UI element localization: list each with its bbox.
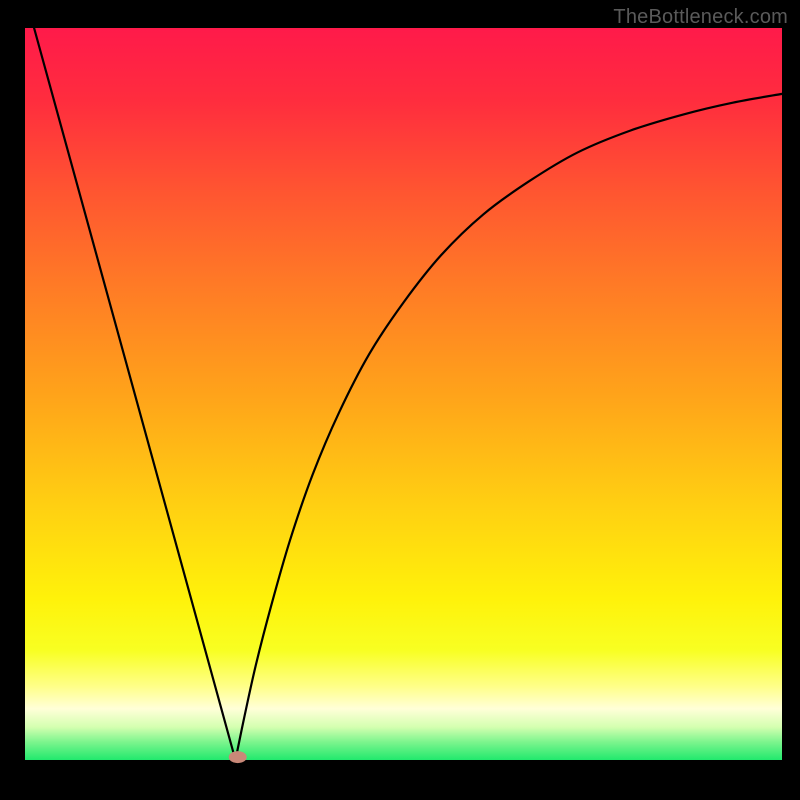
chart-frame: TheBottleneck.com <box>0 0 800 800</box>
attribution-label: TheBottleneck.com <box>613 6 788 29</box>
chart-svg <box>0 0 800 800</box>
plot-background <box>25 28 782 760</box>
minimum-marker <box>229 751 247 763</box>
